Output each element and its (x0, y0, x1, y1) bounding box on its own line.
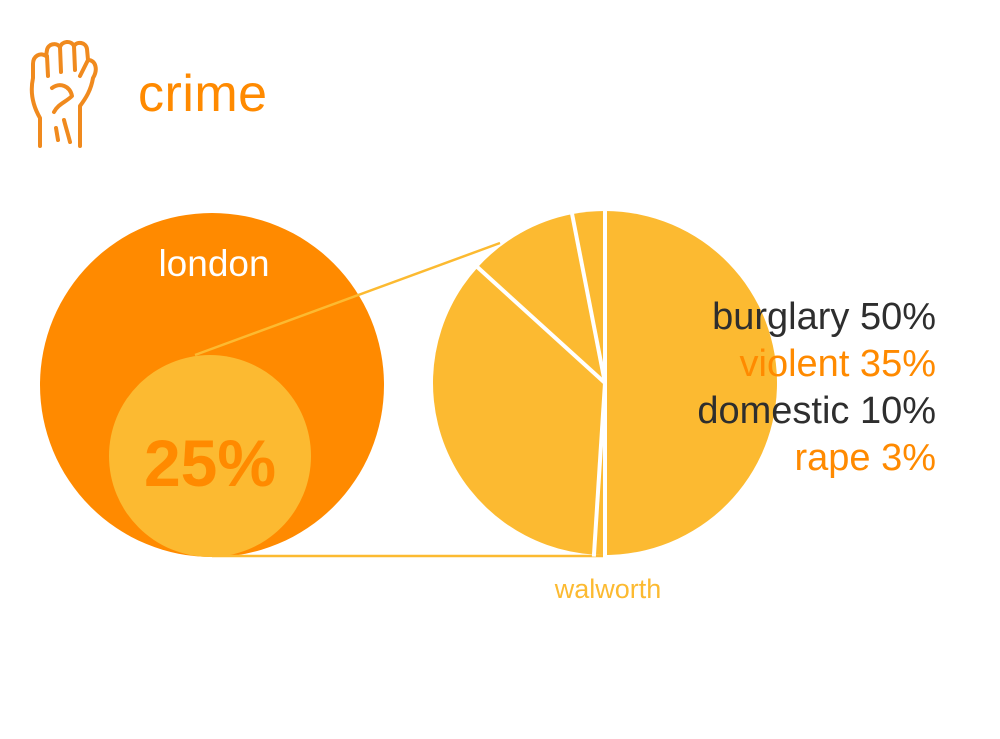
legend-item-burglary: burglary 50% (712, 296, 936, 338)
walworth-share-label: 25% (144, 426, 276, 500)
legend-item-rape: rape 3% (794, 437, 936, 479)
pie-slice-burglary (593, 211, 778, 556)
pie-separator-3 (569, 211, 607, 384)
pie-legend: burglary 50% violent 35% domestic 10% ra… (697, 294, 936, 482)
legend-item-violent: violent 35% (739, 343, 936, 385)
connector-line-top (194, 241, 501, 357)
pie-separator-2 (474, 264, 607, 385)
raised-fist-icon (29, 40, 98, 148)
pie-slice-violent (433, 267, 605, 555)
walworth-pie (433, 209, 778, 557)
walworth-share-circle (109, 355, 311, 557)
london-label: london (158, 243, 269, 284)
pie-slice-domestic (477, 214, 605, 383)
legend-item-domestic: domestic 10% (697, 390, 936, 432)
page-title: crime (138, 65, 268, 123)
walworth-label: walworth (554, 574, 662, 604)
